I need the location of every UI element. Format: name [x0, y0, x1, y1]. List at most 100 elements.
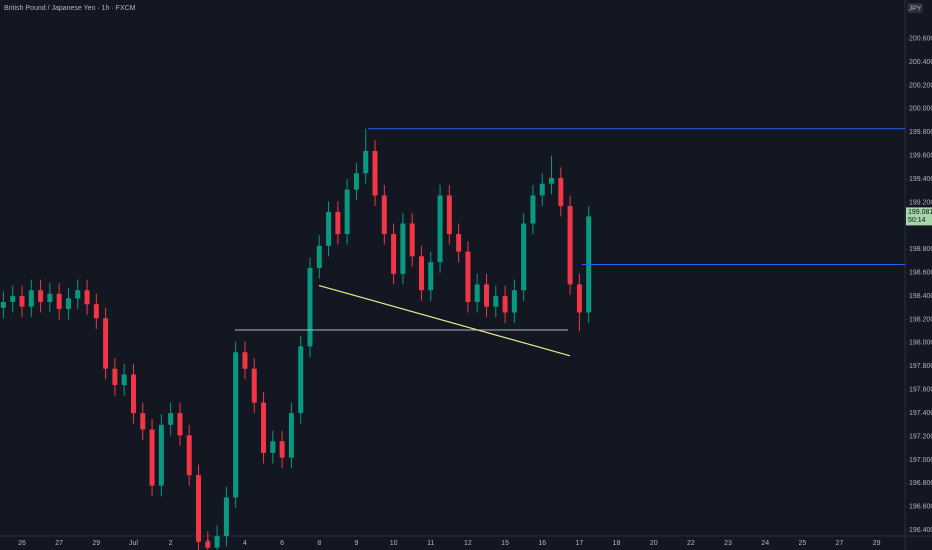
currency-badge [907, 3, 923, 13]
candle-body [539, 183, 545, 196]
candle-body [335, 211, 341, 235]
candle-body [196, 475, 202, 542]
x-tick-label: 25 [798, 540, 806, 547]
y-tick-label: 196.800 [909, 480, 932, 487]
y-tick-label: 198.400 [909, 293, 932, 300]
candle-body [205, 541, 211, 548]
candle-body [130, 374, 136, 414]
candle-body [140, 413, 146, 430]
y-tick-label: 197.800 [909, 363, 932, 370]
y-tick-label: 197.400 [909, 410, 932, 417]
candle-body [363, 150, 369, 174]
x-tick-label: 12 [464, 540, 472, 547]
candle-body [261, 402, 267, 453]
candle-body [270, 441, 276, 453]
candle-body [168, 413, 174, 425]
candle-body [19, 296, 25, 307]
y-tick-label: 200.200 [909, 82, 932, 89]
last-price: 199.081 [908, 209, 932, 216]
candle-body [56, 293, 62, 309]
candle-body [484, 284, 489, 307]
candle-body [233, 352, 239, 498]
candle-body [177, 413, 183, 436]
x-tick-label: 29 [873, 540, 881, 547]
candle-body [511, 290, 517, 313]
candle-body [521, 223, 527, 291]
x-tick-label: 23 [724, 540, 732, 547]
candle-body [316, 245, 322, 268]
candle-body [279, 441, 285, 458]
y-tick-label: 199.400 [909, 176, 932, 183]
y-tick-label: 198.200 [909, 316, 932, 323]
candle-body [344, 189, 350, 235]
candle-body [400, 223, 406, 274]
y-tick-label: 199.600 [909, 152, 932, 159]
y-tick-label: 197.200 [909, 433, 932, 440]
trend-line [318, 284, 571, 357]
y-tick-label: 197.000 [909, 457, 932, 464]
x-tick-label: 15 [501, 540, 509, 547]
candle-body [65, 298, 71, 309]
chart-title: British Pound / Japanese Yen · 1h · FXCM [4, 5, 136, 12]
y-tick-label: 199.800 [909, 129, 932, 136]
candle-body [298, 346, 304, 414]
candle-body [242, 352, 248, 369]
x-tick-label: 20 [650, 540, 658, 547]
x-tick-label: 24 [761, 540, 769, 547]
x-tick-label: 6 [280, 540, 284, 547]
x-tick-label: 29 [92, 540, 100, 547]
candle-body [149, 429, 155, 486]
x-tick-label: 2 [169, 540, 173, 547]
candle-body [84, 290, 90, 305]
candle-body [391, 234, 397, 274]
x-tick-label: 4 [243, 540, 247, 547]
candle-body [28, 290, 34, 307]
y-tick-label: 196.600 [909, 504, 932, 511]
candle-body [10, 296, 16, 302]
x-tick-label: Jul [129, 540, 138, 547]
x-tick-label: 8 [317, 540, 321, 547]
candle-body [558, 177, 564, 206]
candle-body [567, 205, 573, 285]
y-tick-label: 199.200 [909, 199, 932, 206]
candle-body [549, 177, 555, 184]
candle-body [502, 296, 508, 313]
candle-body [103, 318, 109, 369]
y-tick-label: 198.800 [909, 246, 932, 253]
candle-body [223, 497, 229, 536]
candle-body [158, 424, 164, 486]
candle-body [288, 413, 294, 458]
x-tick-label: 27 [55, 540, 63, 547]
candle-body [530, 195, 536, 224]
y-tick-label: 200.000 [909, 106, 932, 113]
candle-body [251, 368, 257, 403]
candle-body [474, 284, 480, 302]
candle-body [121, 374, 127, 386]
y-tick-label: 197.600 [909, 387, 932, 394]
x-tick-label: 18 [613, 540, 621, 547]
candle-body [372, 150, 378, 196]
candle-body [493, 296, 499, 307]
candle-body [307, 268, 313, 347]
candle-body [214, 536, 220, 548]
y-tick-label: 200.600 [909, 35, 932, 42]
candle-body [75, 290, 81, 299]
candle-body [456, 234, 462, 252]
candle-body [186, 435, 192, 476]
currency: JPY [909, 5, 922, 12]
y-tick-label: 196.400 [909, 527, 932, 534]
candle-body [446, 195, 452, 235]
candle-body [93, 304, 99, 319]
candle-body [38, 290, 44, 302]
x-tick-label: 11 [427, 540, 434, 547]
x-tick-label: 22 [687, 540, 695, 547]
countdown: 50:14 [908, 217, 926, 224]
candle-body [418, 256, 424, 291]
x-tick-label: 10 [390, 540, 398, 547]
candle-body [428, 262, 434, 291]
last-price-box [906, 207, 932, 226]
y-tick-label: 198.600 [909, 270, 932, 277]
candle-body [112, 368, 118, 386]
candle-body [437, 195, 443, 263]
